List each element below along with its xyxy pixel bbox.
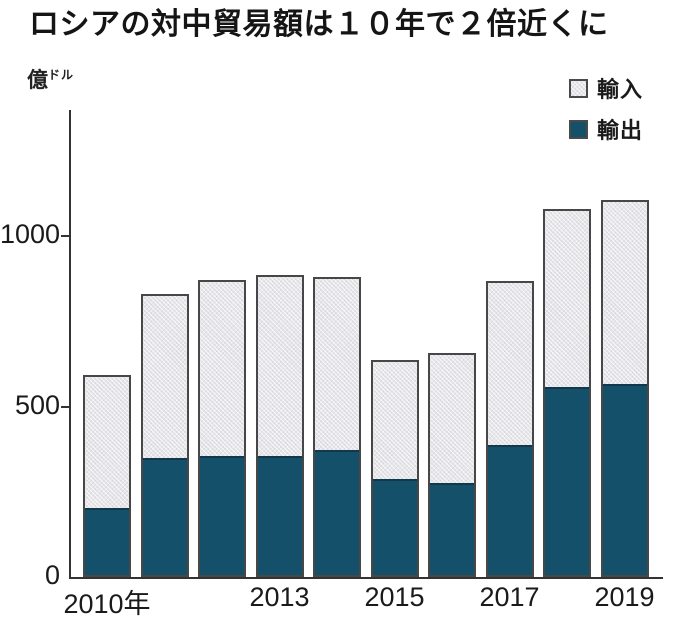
legend-item-export: 輸出 xyxy=(569,113,643,145)
legend-label-export: 輸出 xyxy=(597,118,644,143)
x-tick-label-2010: 2010年 xyxy=(63,589,151,619)
bar-2012 xyxy=(198,279,246,577)
bar-2016 xyxy=(428,352,476,577)
y-tick-1000 xyxy=(61,235,70,237)
y-tick-label-0: 0 xyxy=(44,560,60,590)
chart-title: ロシアの対中貿易額は１０年で２倍近くに xyxy=(29,8,609,41)
y-axis-unit-label: 億ドル xyxy=(27,64,74,94)
bar-2010 xyxy=(83,374,131,577)
y-tick-500 xyxy=(61,405,70,408)
bar-2015 xyxy=(370,360,419,577)
import-swatch-icon xyxy=(569,78,588,98)
bar-2017 xyxy=(485,281,534,577)
x-tick-label-2017: 2017 xyxy=(479,582,540,612)
legend: 輸入 輸出 xyxy=(569,72,643,145)
bar-2014-export-segment xyxy=(315,450,359,575)
unit-dollar: ドル xyxy=(48,68,75,82)
bar-2018 xyxy=(543,209,591,577)
bar-2013-export-segment xyxy=(257,455,302,575)
y-tick-label-1000: 1000 xyxy=(0,219,61,249)
x-tick-label-2019: 2019 xyxy=(594,582,655,612)
y-axis-line xyxy=(69,110,71,579)
bar-2010-export-segment xyxy=(85,507,129,575)
bar-2019-export-segment xyxy=(602,383,647,575)
bar-2011-export-segment xyxy=(142,457,187,575)
bar-2014 xyxy=(313,276,361,577)
bar-2019 xyxy=(600,199,649,577)
bar-2018-export-segment xyxy=(545,386,589,575)
unit-oku: 億 xyxy=(27,69,48,92)
x-axis-line xyxy=(69,577,663,579)
bar-2015-export-segment xyxy=(372,479,417,575)
export-swatch-icon xyxy=(569,119,588,139)
legend-label-import: 輸入 xyxy=(597,77,644,102)
bar-2011 xyxy=(140,293,189,577)
bar-2017-export-segment xyxy=(487,445,532,575)
bar-2016-export-segment xyxy=(430,482,474,575)
legend-item-import: 輸入 xyxy=(569,72,643,104)
bar-2013 xyxy=(255,274,304,577)
x-tick-label-2013: 2013 xyxy=(249,582,310,612)
y-tick-label-500: 500 xyxy=(14,389,60,420)
bar-2012-export-segment xyxy=(200,455,244,575)
x-tick-label-2015: 2015 xyxy=(364,582,425,612)
